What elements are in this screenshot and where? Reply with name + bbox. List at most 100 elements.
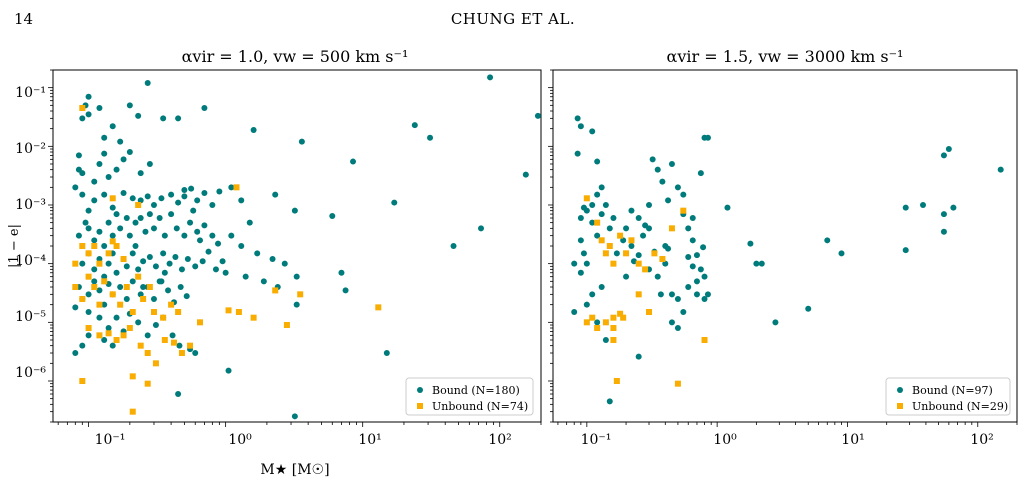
bound-point <box>427 134 434 141</box>
bound-point <box>85 225 92 232</box>
bound-point <box>228 232 235 239</box>
bound-point <box>85 111 92 118</box>
bound-point <box>772 319 779 326</box>
bound-point <box>96 160 103 167</box>
unbound-point <box>674 380 681 387</box>
unbound-point <box>91 284 98 291</box>
bound-point <box>574 150 581 157</box>
unbound-point <box>72 284 79 291</box>
bound-point <box>689 215 696 222</box>
unbound-point <box>175 308 182 315</box>
bound-point <box>201 190 208 197</box>
unbound-point <box>606 243 613 249</box>
bound-point <box>674 184 681 191</box>
x-tick-label: 10² <box>970 432 993 448</box>
unbound-point <box>85 273 92 280</box>
x-tick-label: 10¹ <box>358 432 381 448</box>
bound-point <box>165 287 172 294</box>
bound-point <box>123 263 130 270</box>
bound-point <box>824 237 831 244</box>
bound-point <box>113 211 120 218</box>
bound-point <box>91 266 98 273</box>
unbound-point <box>120 332 127 339</box>
unbound-point <box>150 308 157 315</box>
bound-point <box>589 128 596 135</box>
bound-point <box>173 225 180 232</box>
bound-point <box>577 123 584 130</box>
unbound-point <box>613 377 620 384</box>
bound-point <box>72 350 79 357</box>
bound-point <box>215 240 222 247</box>
bound-point <box>156 278 163 285</box>
bound-point <box>620 237 627 244</box>
bound-point <box>175 391 182 398</box>
bound-point <box>113 269 120 276</box>
bound-point <box>594 158 601 165</box>
bound-point <box>758 260 765 267</box>
bound-point <box>140 284 147 291</box>
unbound-point <box>583 319 590 326</box>
bound-point <box>183 293 190 300</box>
bound-point <box>668 160 675 167</box>
bound-point <box>109 342 116 349</box>
bound-point <box>79 170 86 177</box>
bound-point <box>105 174 112 181</box>
bound-point <box>685 284 692 291</box>
unbound-point <box>598 237 605 244</box>
bound-point <box>580 250 587 257</box>
bound-point <box>589 201 596 208</box>
bound-point <box>487 74 494 81</box>
bound-point <box>950 204 957 211</box>
bound-point <box>132 243 139 249</box>
unbound-point <box>72 260 79 267</box>
bound-point <box>101 150 108 157</box>
bound-point <box>838 250 845 257</box>
bound-point <box>129 278 136 285</box>
bound-point <box>101 134 108 141</box>
bound-point <box>123 295 130 302</box>
bound-point <box>135 112 142 119</box>
bound-point <box>75 232 82 239</box>
y-tick-label: 10⁻⁴ <box>15 253 46 269</box>
bound-point <box>281 260 288 267</box>
unbound-point <box>79 377 86 384</box>
bound-point <box>662 260 669 267</box>
bound-point <box>478 225 485 232</box>
bound-point <box>85 332 92 339</box>
bound-point <box>175 115 182 122</box>
bound-point <box>194 228 201 235</box>
unbound-point <box>235 308 242 315</box>
bound-point <box>689 263 696 270</box>
bound-point <box>169 332 176 339</box>
unbound-point <box>113 243 120 249</box>
bound-point <box>623 273 630 280</box>
bound-point <box>654 166 661 173</box>
bound-point <box>577 215 584 222</box>
panel-title-right: αvir = 1.5, vw = 3000 km s⁻¹ <box>667 47 904 66</box>
bound-point <box>940 228 947 235</box>
unbound-point <box>91 243 98 249</box>
bound-point <box>805 305 812 312</box>
bound-point <box>161 269 168 276</box>
bound-point <box>700 244 707 251</box>
bound-point <box>940 152 947 159</box>
bound-point <box>201 222 208 229</box>
bound-point <box>940 211 947 218</box>
bound-point <box>450 243 457 249</box>
unbound-point <box>225 307 232 314</box>
x-tick-label: 10⁰ <box>713 432 737 448</box>
bound-point <box>583 260 590 267</box>
bound-point <box>79 115 86 122</box>
unbound-point <box>594 325 601 332</box>
bound-point <box>665 245 672 252</box>
legend-label-bound: Bound (N=180) <box>432 384 520 397</box>
unbound-point <box>297 291 304 298</box>
bound-point <box>192 263 199 270</box>
bound-point <box>113 166 120 173</box>
unbound-point <box>178 350 185 357</box>
bound-point <box>602 336 609 343</box>
bound-point <box>188 185 195 192</box>
bound-point <box>85 291 92 298</box>
unbound-point <box>623 250 630 257</box>
bound-point <box>72 184 79 191</box>
